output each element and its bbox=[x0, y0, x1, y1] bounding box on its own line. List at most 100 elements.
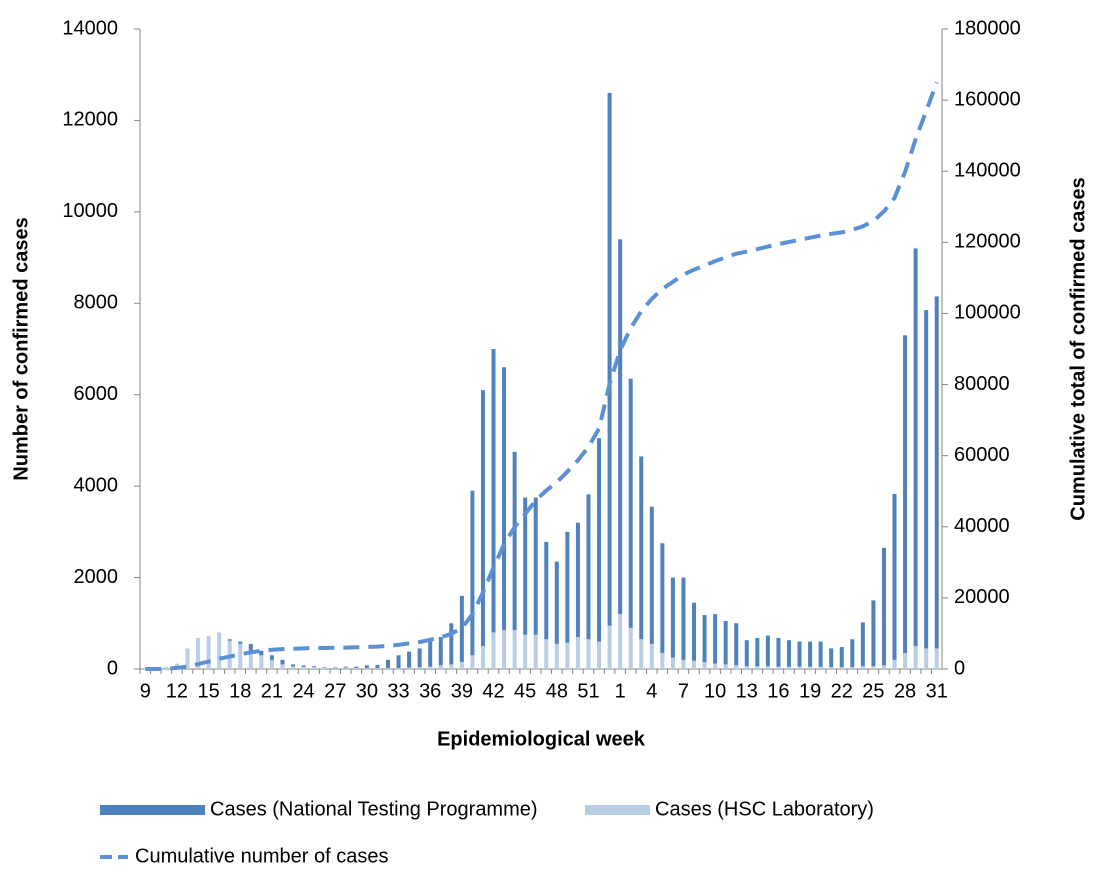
x-tick-label: 30 bbox=[356, 680, 378, 702]
y-tick-label: 12000 bbox=[62, 109, 118, 131]
bar bbox=[861, 622, 865, 666]
bar bbox=[882, 548, 886, 665]
bar bbox=[164, 667, 168, 669]
x-tick-label: 33 bbox=[387, 680, 409, 702]
bar bbox=[280, 664, 284, 669]
x-tick-label: 28 bbox=[894, 680, 916, 702]
bar bbox=[439, 637, 443, 665]
bar bbox=[660, 653, 664, 669]
bar bbox=[597, 438, 601, 641]
bar bbox=[586, 494, 590, 639]
bar bbox=[354, 668, 358, 669]
bar bbox=[713, 664, 717, 669]
bar bbox=[259, 651, 263, 656]
bar bbox=[312, 666, 316, 667]
y2-tick-label: 80000 bbox=[954, 373, 1010, 395]
bar bbox=[850, 639, 854, 667]
bar bbox=[914, 646, 918, 669]
bar bbox=[470, 491, 474, 656]
bar bbox=[924, 648, 928, 669]
bar bbox=[650, 644, 654, 669]
bar bbox=[375, 665, 379, 668]
cumulative-line bbox=[145, 82, 936, 669]
y-tick-label: 0 bbox=[107, 657, 118, 679]
bar bbox=[333, 668, 337, 669]
bar bbox=[766, 636, 770, 667]
bar bbox=[914, 248, 918, 646]
bar bbox=[217, 632, 221, 669]
y2-tick-label: 20000 bbox=[954, 586, 1010, 608]
bar bbox=[386, 660, 390, 668]
bar bbox=[375, 668, 379, 669]
x-tick-label: 45 bbox=[514, 680, 536, 702]
x-tick-label: 16 bbox=[767, 680, 789, 702]
bar bbox=[734, 665, 738, 669]
bar bbox=[397, 655, 401, 668]
bar bbox=[418, 667, 422, 669]
bar bbox=[502, 367, 506, 630]
bar bbox=[798, 642, 802, 667]
x-tick-label: 4 bbox=[646, 680, 657, 702]
bar bbox=[829, 648, 833, 667]
y2-tick-label: 140000 bbox=[954, 160, 1021, 182]
x-tick-label: 21 bbox=[261, 680, 283, 702]
y-tick-label: 14000 bbox=[62, 17, 118, 39]
x-tick-label: 9 bbox=[140, 680, 151, 702]
x-tick-label: 18 bbox=[229, 680, 251, 702]
bar bbox=[903, 653, 907, 669]
bar bbox=[344, 668, 348, 669]
bar bbox=[492, 349, 496, 632]
bar bbox=[692, 661, 696, 669]
bar bbox=[935, 648, 939, 669]
bar bbox=[534, 635, 538, 669]
bar bbox=[502, 630, 506, 669]
bar bbox=[618, 239, 622, 614]
bar bbox=[238, 642, 242, 644]
y-axis-title: Number of confirmed cases bbox=[10, 217, 32, 480]
bar bbox=[576, 637, 580, 669]
bar bbox=[660, 543, 664, 653]
x-tick-label: 12 bbox=[166, 680, 188, 702]
bar bbox=[650, 507, 654, 644]
x-tick-label: 42 bbox=[482, 680, 504, 702]
bar bbox=[882, 665, 886, 669]
bar bbox=[681, 578, 685, 660]
bar bbox=[439, 665, 443, 669]
bar bbox=[787, 667, 791, 669]
bar bbox=[428, 642, 432, 667]
bar bbox=[291, 666, 295, 669]
y2-axis-title: Cumulative total of confirmed cases bbox=[1067, 177, 1089, 520]
bar bbox=[270, 660, 274, 669]
y2-tick-label: 0 bbox=[954, 657, 965, 679]
bar bbox=[629, 628, 633, 669]
x-tick-label: 15 bbox=[197, 680, 219, 702]
bar bbox=[576, 523, 580, 637]
bar bbox=[565, 642, 569, 669]
bar bbox=[481, 646, 485, 669]
bar bbox=[639, 639, 643, 669]
bar bbox=[513, 630, 517, 669]
bar bbox=[608, 93, 612, 626]
bar bbox=[228, 639, 232, 640]
bar bbox=[629, 379, 633, 628]
bar bbox=[671, 578, 675, 658]
y2-tick-label: 60000 bbox=[954, 444, 1010, 466]
bar bbox=[397, 668, 401, 669]
bar bbox=[755, 638, 759, 666]
bar bbox=[492, 632, 496, 669]
bar bbox=[449, 664, 453, 669]
bar bbox=[871, 666, 875, 669]
y-tick-label: 8000 bbox=[74, 292, 119, 314]
bar bbox=[565, 532, 569, 643]
bar bbox=[776, 667, 780, 669]
bar bbox=[523, 498, 527, 635]
x-tick-label: 1 bbox=[615, 680, 626, 702]
bar bbox=[460, 596, 464, 662]
x-tick-label: 36 bbox=[419, 680, 441, 702]
bar bbox=[460, 662, 464, 669]
bar bbox=[819, 667, 823, 669]
bar bbox=[745, 666, 749, 669]
bar bbox=[724, 664, 728, 669]
legend-label: Cases (National Testing Programme) bbox=[210, 798, 538, 820]
